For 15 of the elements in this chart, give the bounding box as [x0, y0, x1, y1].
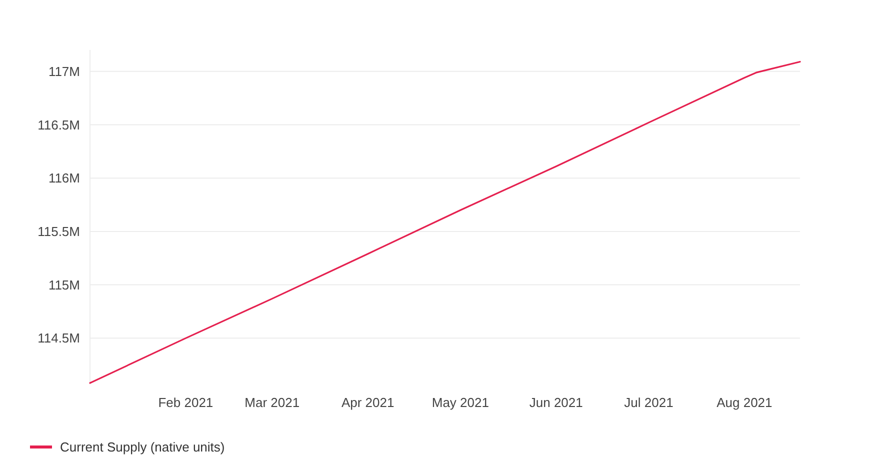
line-series	[89, 60, 801, 384]
x-tick-label: Jul 2021	[624, 395, 674, 410]
y-tick-label: 115M	[48, 277, 80, 292]
legend-label: Current Supply (native units)	[60, 440, 225, 455]
x-tick-label: Mar 2021	[244, 395, 300, 410]
x-tick-label: Apr 2021	[341, 395, 394, 410]
x-tick-label: Jun 2021	[529, 395, 583, 410]
x-tick-label: Feb 2021	[158, 395, 214, 410]
y-tick-label: 114.5M	[38, 330, 80, 346]
y-tick-label: 117M	[48, 64, 80, 79]
x-tick-label: Aug 2021	[716, 395, 772, 410]
y-tick-label: 115.5M	[38, 224, 80, 239]
y-tick-label: 116M	[48, 170, 80, 186]
y-tick-label: 116.5M	[38, 117, 80, 132]
x-tick-label: May 2021	[432, 395, 489, 410]
